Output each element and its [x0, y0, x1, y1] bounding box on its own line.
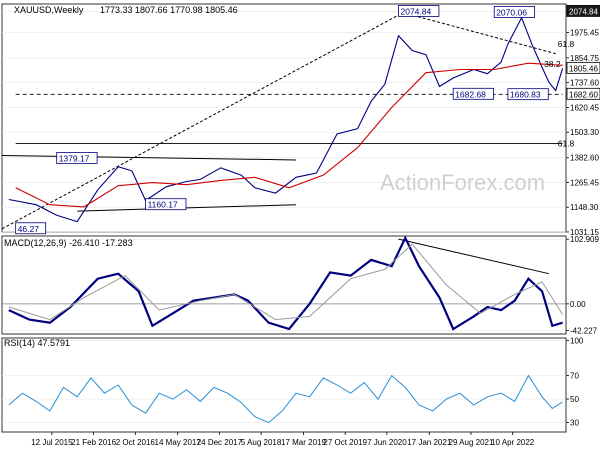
annotation-box	[56, 152, 98, 164]
y-tick-label: 50	[570, 395, 579, 404]
x-tick-label: 24 Dec 2017	[197, 438, 243, 447]
x-tick-label: 5 Aug 2018	[241, 438, 282, 447]
y-tick-label: 70	[570, 372, 579, 381]
trendline	[77, 204, 296, 212]
y-tick-label: 102.909	[570, 235, 599, 244]
annotation-box	[145, 198, 187, 211]
y-tick-label: -42.227	[570, 326, 598, 335]
y-tick-label: 0.00	[570, 300, 586, 309]
annotation-label: 38.2	[544, 59, 561, 69]
panel-frame	[1, 235, 567, 335]
y-tick-label: 1148.30	[570, 203, 599, 212]
chart-marks: 2074.84 2070.06 1379.17 1160.17 1682.68 1680.…	[1, 5, 575, 424]
price-panel-title: XAUUSD,Weekly	[14, 5, 84, 15]
y-tick-label: 1620.45	[570, 103, 599, 112]
price-tag-box	[566, 87, 600, 100]
series-line	[8, 374, 563, 424]
x-tick-label: 17 Mar 2019	[281, 438, 326, 447]
price-panel-ohlc: 1773.33 1807.66 1770.98 1805.46	[100, 5, 238, 15]
price-tag-label: 1805.46	[569, 64, 598, 73]
price-tag-label: 1682.60	[569, 90, 598, 99]
price-tag-label: 2074.84	[569, 7, 598, 16]
trendline	[398, 238, 550, 275]
annotation-label: 1682.68	[455, 89, 486, 99]
y-tick-label: 1737.60	[570, 79, 599, 88]
watermark: ActionForex.com	[380, 170, 545, 195]
panel-frame	[1, 337, 567, 433]
annotation-label: 46.27	[18, 224, 40, 234]
y-tick-label: 1503.30	[570, 128, 599, 137]
grid-lines	[2, 11, 566, 423]
y-tick-label: 1382.60	[570, 154, 599, 163]
annotation-label: 61.8	[558, 138, 575, 148]
panel-frame	[1, 3, 567, 233]
series-line	[8, 243, 564, 321]
trendline	[1, 10, 406, 230]
annotation-label: 61.8	[558, 39, 575, 49]
y-tick-label: 1975.45	[570, 28, 599, 37]
price-tag-box	[566, 5, 600, 17]
trendline	[1, 155, 296, 161]
annotation-box	[507, 88, 549, 101]
annotation-label: 1160.17	[148, 200, 178, 210]
x-tick-label: 17 Jan 2021	[407, 438, 452, 447]
y-tick-label: 1854.75	[570, 54, 599, 63]
series-line	[8, 235, 563, 331]
annotation-box	[452, 87, 495, 100]
y-tick-label: 100	[570, 336, 584, 345]
macd-panel-title: MACD(12,26,9) -26.410 -17.283	[4, 238, 133, 248]
series-line	[15, 62, 563, 208]
y-tick-label: 1031.15	[570, 228, 599, 237]
annotation-label: 1680.83	[510, 90, 541, 100]
x-tick-label: 7 Jun 2020	[367, 438, 407, 447]
rsi-panel-title: RSI(14) 47.5791	[4, 338, 70, 348]
y-tick-label: 1265.45	[570, 178, 599, 187]
annotation-box	[398, 5, 440, 17]
annotation-label: 2070.06	[496, 7, 527, 17]
price-tag-box	[566, 61, 600, 74]
x-tick-label: 2 Oct 2016	[116, 438, 156, 447]
axis-labels: 2074.84 1975.45 1854.75 1737.60 1620.45 1503.…	[31, 5, 600, 447]
annotation-box	[493, 6, 536, 18]
series-line	[8, 16, 564, 223]
trendline	[398, 10, 556, 55]
annotation-box	[15, 222, 47, 235]
x-tick-label: 29 Aug 2021	[449, 438, 494, 447]
panels-background	[1, 3, 567, 433]
x-tick-label: 27 Oct 2019	[323, 438, 367, 447]
annotation-label: 1379.17	[59, 153, 90, 163]
y-tick-label: 30	[570, 419, 579, 428]
annotation-label: 2074.84	[401, 6, 432, 16]
x-tick-label: 14 May 2017	[155, 438, 202, 447]
x-tick-label: 21 Feb 2016	[71, 438, 116, 447]
x-tick-label: 12 Jul 2015	[31, 438, 73, 447]
x-tick-label: 10 Apr 2022	[491, 438, 535, 447]
